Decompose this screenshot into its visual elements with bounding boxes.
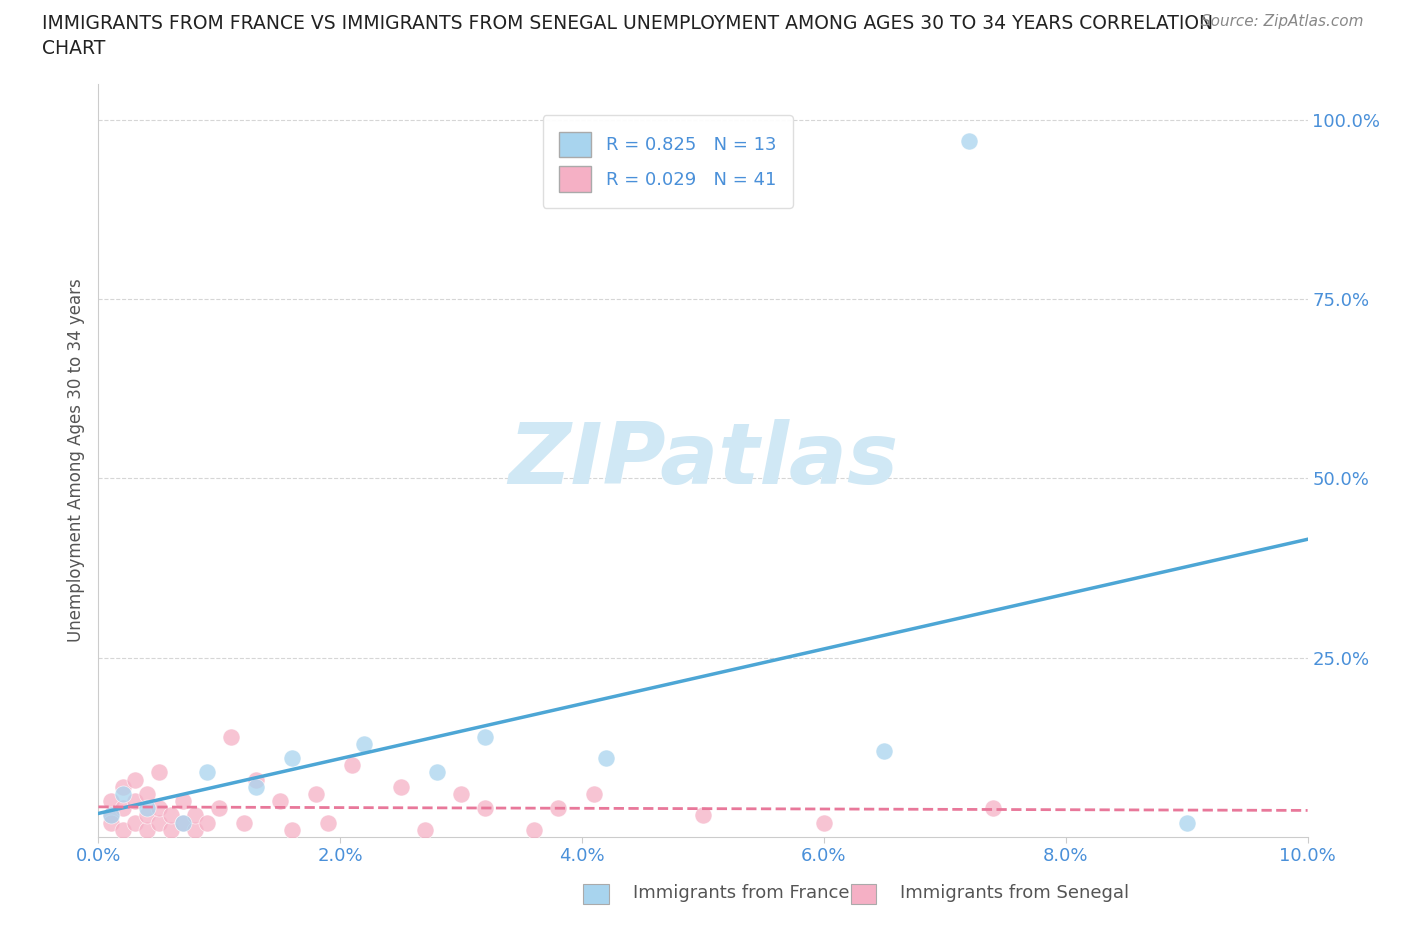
Y-axis label: Unemployment Among Ages 30 to 34 years: Unemployment Among Ages 30 to 34 years (66, 278, 84, 643)
Point (135, 801, 157, 816)
Point (957, 134, 980, 149)
Point (195, 816, 218, 830)
Point (281, 822, 304, 837)
Point (245, 772, 267, 787)
Text: Immigrants from France: Immigrants from France (633, 884, 849, 902)
Point (195, 765, 218, 780)
Point (474, 729, 496, 744)
Point (111, 787, 134, 802)
Point (172, 816, 194, 830)
Point (281, 751, 304, 765)
Point (221, 729, 243, 744)
Point (111, 822, 134, 837)
Point (100, 808, 122, 823)
Point (184, 822, 207, 837)
Text: Source: ZipAtlas.com: Source: ZipAtlas.com (1201, 14, 1364, 29)
Point (148, 801, 170, 816)
Point (583, 787, 606, 802)
Point (100, 816, 122, 830)
Point (160, 822, 183, 837)
Point (316, 816, 339, 830)
Point (124, 816, 146, 830)
Point (595, 751, 617, 765)
Point (124, 772, 146, 787)
Point (813, 816, 835, 830)
Text: ZIPatlas: ZIPatlas (508, 418, 898, 502)
Point (232, 816, 254, 830)
Point (1175, 816, 1198, 830)
Point (124, 793, 146, 808)
Text: Immigrants from Senegal: Immigrants from Senegal (900, 884, 1129, 902)
Point (305, 787, 328, 802)
Point (523, 822, 546, 837)
Point (426, 765, 449, 780)
Point (184, 808, 207, 823)
Point (208, 801, 231, 816)
Point (135, 822, 157, 837)
Point (389, 779, 412, 794)
Point (172, 793, 194, 808)
Point (342, 758, 364, 773)
Point (148, 765, 170, 780)
Text: CHART: CHART (42, 39, 105, 58)
Point (160, 808, 183, 823)
Point (111, 801, 134, 816)
Point (135, 808, 157, 823)
Point (353, 737, 375, 751)
Point (692, 808, 714, 823)
Point (269, 793, 291, 808)
Legend: R = 0.825   N = 13, R = 0.029   N = 41: R = 0.825 N = 13, R = 0.029 N = 41 (543, 115, 793, 208)
Point (873, 743, 896, 758)
Point (413, 822, 436, 837)
Point (981, 801, 1004, 816)
Point (148, 816, 170, 830)
Point (450, 787, 472, 802)
Point (474, 801, 496, 816)
Text: IMMIGRANTS FROM FRANCE VS IMMIGRANTS FROM SENEGAL UNEMPLOYMENT AMONG AGES 30 TO : IMMIGRANTS FROM FRANCE VS IMMIGRANTS FRO… (42, 14, 1213, 33)
Point (111, 779, 134, 794)
Point (100, 808, 122, 823)
Point (172, 816, 194, 830)
Point (100, 793, 122, 808)
Point (135, 787, 157, 802)
Point (547, 801, 569, 816)
Point (245, 779, 267, 794)
